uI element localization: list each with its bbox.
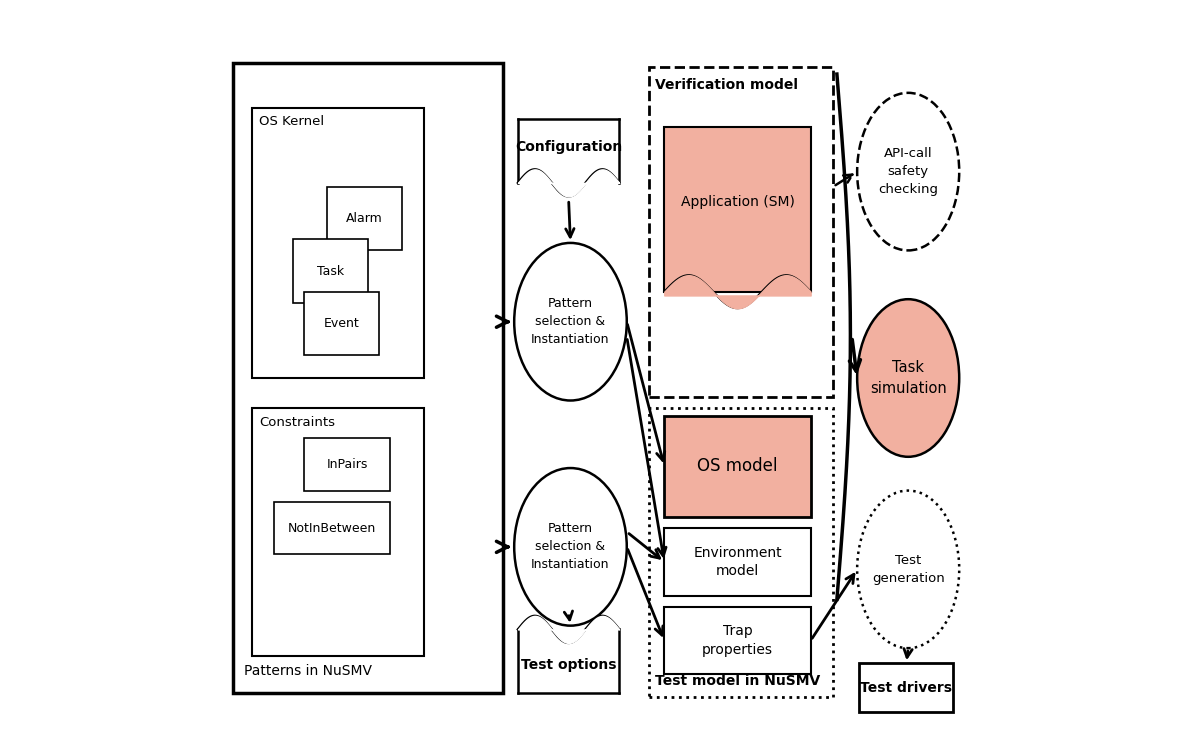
Bar	[251, 408, 425, 655]
Text: Event: Event	[324, 317, 359, 330]
Bar	[251, 108, 425, 378]
Text: Verification model: Verification model	[656, 78, 798, 91]
Bar	[664, 607, 810, 674]
Text: OS Kernel: OS Kernel	[259, 116, 324, 129]
Ellipse shape	[515, 468, 626, 626]
Text: Pattern
selection &
Instantiation: Pattern selection & Instantiation	[531, 297, 610, 346]
Bar	[860, 663, 954, 712]
Bar	[293, 239, 368, 303]
Text: Task: Task	[317, 265, 344, 277]
Bar	[304, 292, 380, 355]
Bar	[518, 630, 619, 693]
Ellipse shape	[857, 491, 959, 648]
Text: Test
generation: Test generation	[872, 554, 944, 585]
Text: Alarm: Alarm	[346, 212, 383, 225]
Bar	[649, 408, 833, 697]
Text: Pattern
selection &
Instantiation: Pattern selection & Instantiation	[531, 522, 610, 572]
Text: Test model in NuSMV: Test model in NuSMV	[656, 674, 821, 688]
Text: NotInBetween: NotInBetween	[288, 522, 376, 534]
Text: Application (SM): Application (SM)	[681, 194, 795, 209]
Ellipse shape	[857, 93, 959, 250]
Text: Test options: Test options	[521, 658, 617, 672]
Bar	[649, 67, 833, 397]
Text: Trap
properties: Trap properties	[702, 624, 773, 657]
Bar	[274, 502, 390, 554]
Text: Patterns in NuSMV: Patterns in NuSMV	[244, 665, 372, 678]
Bar	[232, 63, 503, 693]
Text: OS model: OS model	[697, 457, 778, 476]
Bar	[304, 438, 390, 491]
Bar	[664, 416, 810, 517]
Text: Environment
model: Environment model	[693, 546, 782, 578]
Text: API-call
safety
checking: API-call safety checking	[878, 147, 938, 196]
Text: Constraints: Constraints	[259, 416, 336, 429]
Text: Configuration: Configuration	[515, 141, 623, 154]
Ellipse shape	[857, 299, 959, 457]
Bar	[664, 528, 810, 596]
Text: Task
simulation: Task simulation	[869, 360, 946, 396]
Text: InPairs: InPairs	[326, 458, 368, 471]
Bar	[664, 126, 810, 292]
Bar	[326, 187, 402, 250]
Bar	[518, 119, 619, 183]
Ellipse shape	[515, 243, 626, 401]
Text: Test drivers: Test drivers	[860, 680, 952, 695]
